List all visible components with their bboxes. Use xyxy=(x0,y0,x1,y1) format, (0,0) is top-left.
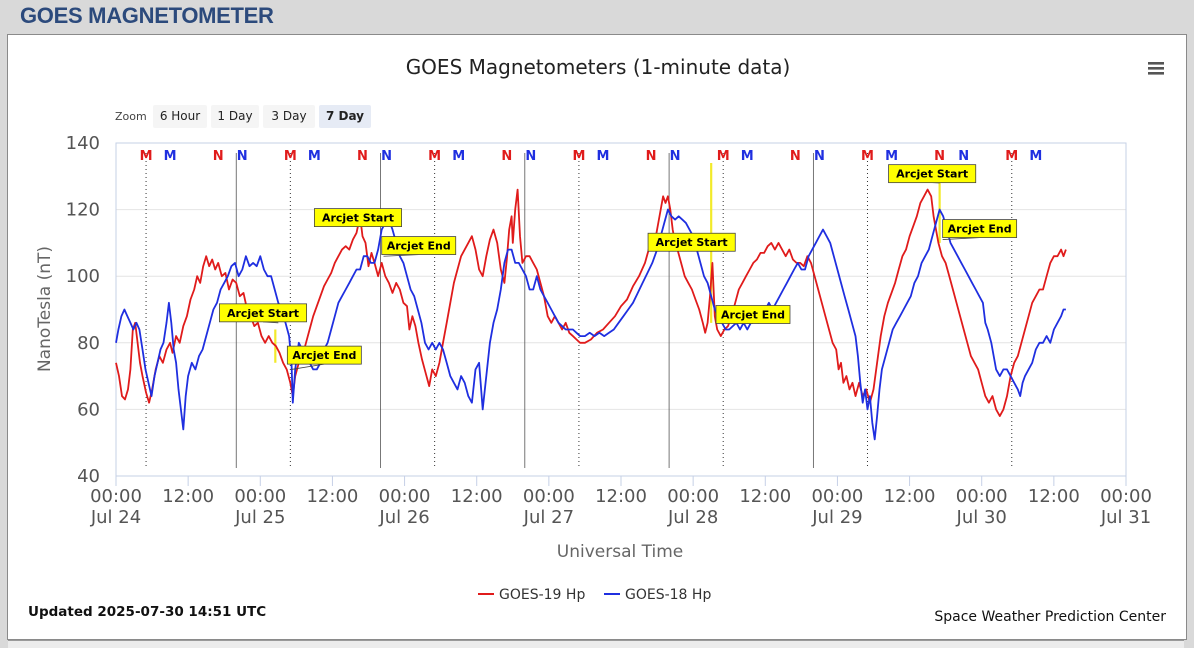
zoom-button-label: 1 Day xyxy=(217,109,252,123)
annotation-label: Arcjet End xyxy=(387,240,451,253)
credit-text: Space Weather Prediction Center xyxy=(934,609,1166,625)
local-time-marker: M xyxy=(1029,149,1042,164)
x-tick-label: 00:00 xyxy=(379,486,431,507)
series-line-goes-19-hp xyxy=(116,190,1066,417)
legend: GOES-19 Hp GOES-18 Hp xyxy=(478,587,711,603)
page-header: GOES MAGNETOMETER xyxy=(0,0,1194,34)
y-tick-label: 80 xyxy=(77,333,100,354)
zoom-button-label: 6 Hour xyxy=(160,109,200,123)
annotation-label: Arcjet End xyxy=(948,223,1012,236)
legend-label: GOES-18 Hp xyxy=(625,587,711,603)
x-tick-label: 00:00 xyxy=(811,486,863,507)
x-tick-date-label: Jul 25 xyxy=(234,507,285,528)
local-time-marker: N xyxy=(958,149,969,164)
legend-label: GOES-19 Hp xyxy=(499,587,585,603)
local-time-marker: M xyxy=(1005,149,1018,164)
x-tick-label: 00:00 xyxy=(234,486,286,507)
annotation-label: Arcjet End xyxy=(721,309,785,322)
local-time-marker: N xyxy=(381,149,392,164)
arcjet-annotation: Arcjet End xyxy=(382,237,456,257)
x-tick-label: 12:00 xyxy=(306,486,358,507)
local-time-marker: M xyxy=(717,149,730,164)
legend-item-goes-19-hp[interactable]: GOES-19 Hp xyxy=(478,587,585,603)
local-time-marker: N xyxy=(501,149,512,164)
x-axis-title: Universal Time xyxy=(557,542,683,562)
annotation-label: Arcjet End xyxy=(292,349,356,362)
local-time-marker: N xyxy=(790,149,801,164)
x-tick-label: 12:00 xyxy=(884,486,936,507)
local-time-marker: M xyxy=(596,149,609,164)
x-tick-label: 12:00 xyxy=(1028,486,1080,507)
arcjet-annotation: Arcjet Start xyxy=(648,233,735,251)
x-tick-label: 00:00 xyxy=(523,486,575,507)
local-time-marker: N xyxy=(213,149,224,164)
annotation-label: Arcjet Start xyxy=(322,212,394,225)
local-time-marker: M xyxy=(284,149,297,164)
local-time-marker: N xyxy=(525,149,536,164)
y-tick-label: 140 xyxy=(66,133,100,154)
local-time-marker: N xyxy=(934,149,945,164)
x-tick-date-label: Jul 24 xyxy=(90,507,141,528)
x-tick-label: 00:00 xyxy=(667,486,719,507)
local-time-marker: M xyxy=(885,149,898,164)
hamburger-menu-icon xyxy=(1148,62,1164,75)
zoom-button-label: 7 Day xyxy=(326,109,364,123)
annotation-label: Arcjet Start xyxy=(656,236,728,249)
arcjet-annotation: Arcjet End xyxy=(943,220,1017,240)
arcjet-annotation: Arcjet Start xyxy=(314,209,401,227)
local-time-marker: M xyxy=(428,149,441,164)
local-time-marker: N xyxy=(814,149,825,164)
menu-button[interactable] xyxy=(1144,57,1168,79)
zoom-button-6-hour[interactable]: 6 Hour xyxy=(153,105,207,128)
zoom-buttons: 6 Hour 1 Day 3 Day 7 Day xyxy=(153,105,371,128)
annotation-label: Arcjet Start xyxy=(896,168,968,181)
chart-title: GOES Magnetometers (1-minute data) xyxy=(406,55,791,79)
x-tick-label: 12:00 xyxy=(451,486,503,507)
x-tick-date-label: Jul 31 xyxy=(1100,507,1151,528)
x-tick-label: 12:00 xyxy=(739,486,791,507)
x-tick-date-label: Jul 30 xyxy=(956,507,1007,528)
local-time-marker: N xyxy=(646,149,657,164)
zoom-button-3-day[interactable]: 3 Day xyxy=(263,105,315,128)
x-tick-label: 00:00 xyxy=(956,486,1008,507)
local-time-marker: M xyxy=(164,149,177,164)
x-tick-label: 12:00 xyxy=(595,486,647,507)
y-tick-label: 120 xyxy=(66,200,100,221)
updated-timestamp: Updated 2025-07-30 14:51 UTC xyxy=(28,604,266,620)
x-tick-label: 00:00 xyxy=(90,486,142,507)
x-tick-date-label: Jul 26 xyxy=(378,507,429,528)
x-tick-date-label: Jul 29 xyxy=(811,507,862,528)
y-tick-label: 40 xyxy=(77,466,100,487)
local-time-marker: M xyxy=(308,149,321,164)
arcjet-annotation: Arcjet Start xyxy=(889,165,976,183)
x-tick-date-label: Jul 28 xyxy=(667,507,718,528)
magnetometer-chart: GOES Magnetometers (1-minute data) Zoom … xyxy=(8,35,1186,639)
chart-panel: GOES Magnetometers (1-minute data) Zoom … xyxy=(7,34,1187,640)
zoom-button-7-day[interactable]: 7 Day xyxy=(319,105,371,128)
zoom-label: Zoom xyxy=(115,110,147,123)
local-time-marker: M xyxy=(741,149,754,164)
local-time-marker: M xyxy=(140,149,153,164)
x-tick-label: 12:00 xyxy=(162,486,214,507)
y-tick-label: 60 xyxy=(77,399,100,420)
local-time-marker: N xyxy=(237,149,248,164)
zoom-button-label: 3 Day xyxy=(271,109,306,123)
arcjet-annotation: Arcjet Start xyxy=(219,304,306,323)
page-heading: GOES MAGNETOMETER xyxy=(20,3,274,29)
local-time-marker: M xyxy=(861,149,874,164)
x-tick-label: 00:00 xyxy=(1100,486,1152,507)
y-axis-title: NanoTesla (nT) xyxy=(35,246,55,372)
arcjet-annotation: Arcjet End xyxy=(716,306,790,324)
annotation-label: Arcjet Start xyxy=(227,307,299,320)
local-time-marker: M xyxy=(452,149,465,164)
zoom-button-1-day[interactable]: 1 Day xyxy=(211,105,259,128)
local-time-marker: N xyxy=(357,149,368,164)
legend-item-goes-18-hp[interactable]: GOES-18 Hp xyxy=(604,587,711,603)
local-time-marker: N xyxy=(670,149,681,164)
x-tick-date-label: Jul 27 xyxy=(523,507,574,528)
local-time-marker: M xyxy=(572,149,585,164)
y-tick-label: 100 xyxy=(66,266,100,287)
